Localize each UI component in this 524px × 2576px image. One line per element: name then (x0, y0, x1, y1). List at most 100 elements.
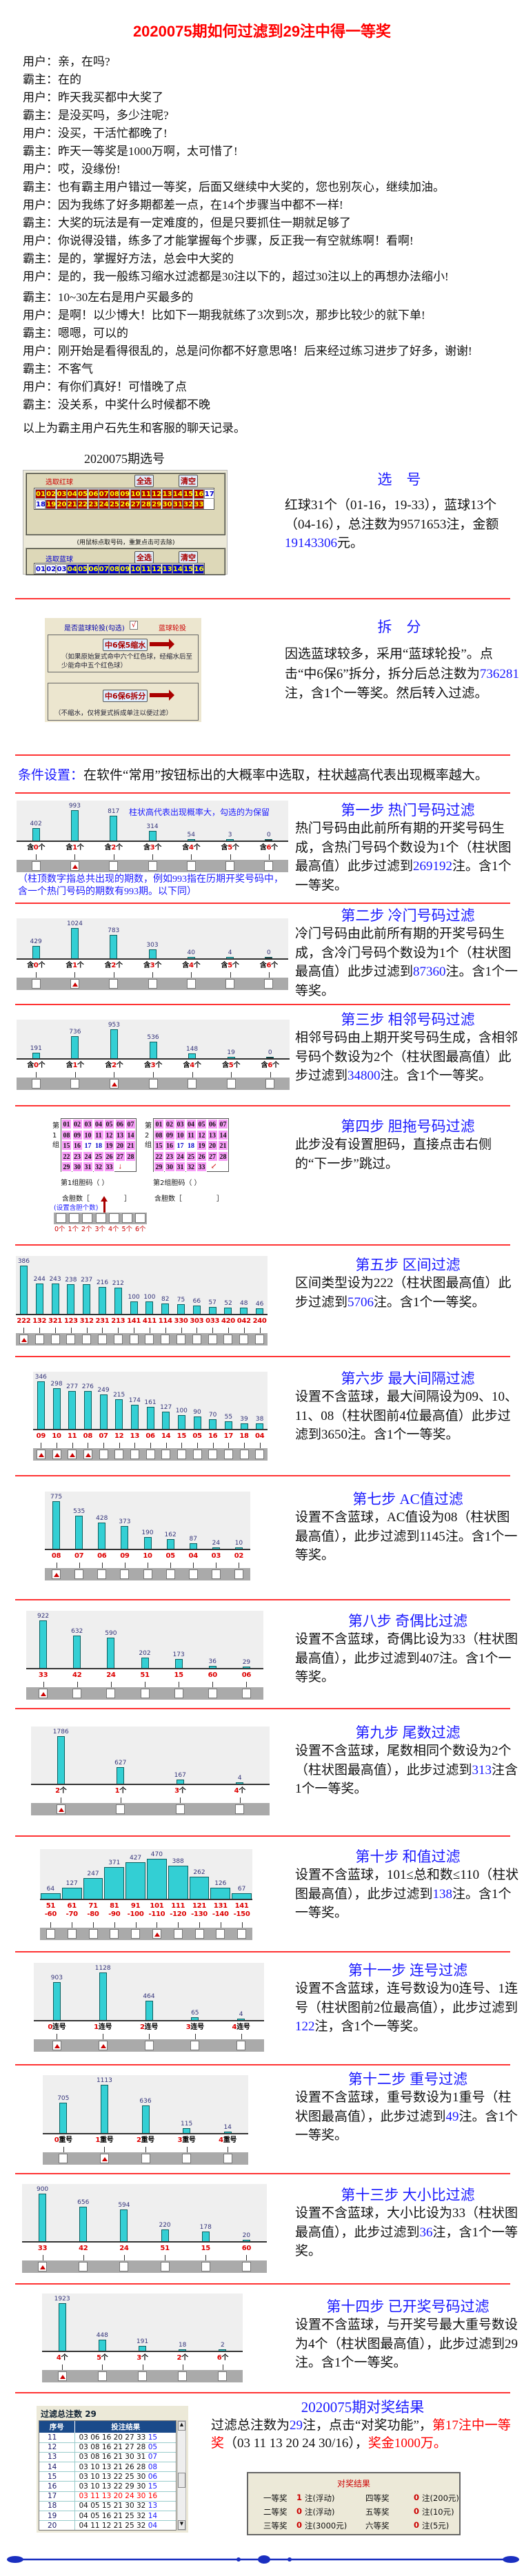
split-button[interactable]: 中6保6拆分 (103, 690, 148, 702)
filter-checkbox[interactable] (97, 1569, 107, 1579)
filter-checkbox[interactable] (67, 1929, 77, 1939)
result-row[interactable]: 11 03 06 16 20 27 33 15 (39, 2433, 176, 2443)
filter-checkbox[interactable] (109, 979, 119, 989)
filter-checkbox[interactable] (129, 1335, 139, 1344)
dan-number-23[interactable]: 23 (164, 1151, 175, 1162)
filter-checkbox[interactable] (57, 2371, 67, 2381)
col-header-result[interactable]: 投注结果 (111, 2422, 141, 2431)
filter-checkbox[interactable] (178, 2371, 188, 2381)
dan-number-20[interactable]: 20 (207, 1140, 218, 1151)
filter-checkbox[interactable] (56, 1804, 66, 1814)
red-ball-03[interactable]: 03 (56, 489, 67, 499)
blue-ball-14[interactable]: 14 (172, 564, 183, 574)
filter-checkbox[interactable] (223, 2154, 232, 2163)
filter-checkbox[interactable] (88, 1929, 98, 1939)
filter-checkbox[interactable] (113, 1335, 123, 1344)
result-row[interactable]: 17 03 11 13 20 24 30 16 (39, 2491, 176, 2502)
dan-number-22[interactable]: 22 (61, 1151, 72, 1162)
filter-checkbox[interactable] (52, 1450, 61, 1459)
filter-checkbox[interactable] (38, 2262, 48, 2271)
filter-checkbox[interactable] (192, 1335, 201, 1344)
red-ball-29[interactable]: 29 (151, 499, 162, 509)
blue-ball-04[interactable]: 04 (66, 564, 77, 574)
filter-checkbox[interactable] (182, 2154, 192, 2163)
red-ball-07[interactable]: 07 (98, 489, 109, 499)
filter-checkbox[interactable] (152, 1929, 161, 1939)
filter-checkbox[interactable] (82, 1335, 92, 1344)
filter-checkbox[interactable] (225, 979, 235, 989)
dan-number-14[interactable]: 14 (218, 1129, 228, 1140)
filter-checkbox[interactable] (223, 1450, 233, 1459)
filter-checkbox[interactable] (50, 1335, 60, 1344)
col-header-no[interactable]: 序号 (39, 2421, 75, 2433)
dan-number-31[interactable]: 31 (83, 1162, 93, 1172)
filter-checkbox[interactable] (99, 2154, 109, 2163)
filter-checkbox[interactable] (241, 2262, 251, 2271)
blue-ball-15[interactable]: 15 (183, 564, 194, 574)
filter-checkbox[interactable] (110, 1929, 119, 1939)
blue-clear-button[interactable]: 清空 (179, 551, 198, 564)
dan-count-field[interactable]: 含胆数［ ］ (154, 1195, 223, 1203)
shrink-button[interactable]: 中6保5缩水 (103, 639, 148, 651)
dan-number-30[interactable]: 30 (164, 1162, 175, 1172)
dan-number-26[interactable]: 26 (104, 1151, 114, 1162)
filter-checkbox[interactable] (190, 2041, 200, 2050)
dan-number-27[interactable]: 27 (207, 1151, 218, 1162)
result-row[interactable]: 18 04 05 15 21 30 32 13 (39, 2501, 176, 2511)
dan-number-21[interactable]: 21 (125, 1140, 136, 1151)
filter-checkbox[interactable] (131, 1929, 141, 1939)
dan-number-09[interactable]: 09 (72, 1129, 83, 1140)
red-ball-31[interactable]: 31 (172, 499, 183, 509)
filter-checkbox[interactable] (143, 1569, 152, 1579)
dan-number-22[interactable]: 22 (154, 1151, 164, 1162)
dan-number-09[interactable]: 09 (164, 1129, 175, 1140)
filter-checkbox[interactable] (52, 2041, 61, 2050)
filter-checkbox[interactable] (145, 1335, 154, 1344)
filter-checkbox[interactable] (31, 979, 41, 989)
filter-checkbox[interactable] (201, 2262, 210, 2271)
dan-number-29[interactable]: 29 (61, 1162, 72, 1172)
dan-count-field[interactable]: 含胆数［ ］ (62, 1195, 131, 1203)
red-ball-17[interactable]: 17 (203, 489, 214, 499)
filter-checkbox[interactable] (239, 1450, 249, 1459)
dan-number-28[interactable]: 28 (125, 1151, 136, 1162)
filter-checkbox[interactable] (173, 1929, 183, 1939)
dan-number-25[interactable]: 25 (185, 1151, 196, 1162)
filter-checkbox[interactable] (52, 1569, 61, 1579)
filter-checkbox[interactable] (174, 1689, 183, 1698)
red-ball-18[interactable]: 18 (35, 499, 46, 509)
dan-number-24[interactable]: 24 (83, 1151, 93, 1162)
filter-checkbox[interactable] (218, 2371, 228, 2381)
dan-number-33[interactable]: 33 (196, 1162, 207, 1172)
filter-checkbox[interactable] (74, 1569, 84, 1579)
filter-checkbox[interactable] (264, 861, 274, 871)
filter-checkbox[interactable] (177, 1335, 186, 1344)
red-ball-06[interactable]: 06 (88, 489, 99, 499)
dan-number-32[interactable]: 32 (185, 1162, 196, 1172)
dan-number-04[interactable]: 04 (93, 1119, 104, 1129)
dan-number-12[interactable]: 12 (104, 1129, 114, 1140)
dan-number-13[interactable]: 13 (114, 1129, 125, 1140)
dan-number-17[interactable]: 17 (175, 1140, 185, 1151)
filter-checkbox[interactable] (119, 2262, 129, 2271)
filter-checkbox[interactable] (31, 1079, 41, 1089)
dan-number-28[interactable]: 28 (218, 1151, 228, 1162)
dan-count-checkbox[interactable] (56, 1213, 66, 1223)
filter-checkbox[interactable] (208, 1450, 218, 1459)
dan-number-33[interactable]: 33 (104, 1162, 114, 1172)
filter-checkbox[interactable] (208, 1689, 217, 1698)
blue-ball-02[interactable]: 02 (46, 564, 57, 574)
red-ball-33[interactable]: 33 (193, 499, 204, 509)
filter-checkbox[interactable] (31, 861, 41, 871)
filter-checkbox[interactable] (59, 2154, 68, 2163)
filter-checkbox[interactable] (239, 1335, 249, 1344)
red-ball-04[interactable]: 04 (66, 489, 77, 499)
result-row[interactable]: 16 03 10 13 22 29 30 15 (39, 2481, 176, 2492)
filter-checkbox[interactable] (34, 1335, 44, 1344)
filter-checkbox[interactable] (99, 1450, 108, 1459)
dan-number-18[interactable]: 18 (185, 1140, 196, 1151)
scroll-down-icon[interactable]: ▼ (178, 2520, 185, 2530)
filter-checkbox[interactable] (145, 1450, 155, 1459)
filter-checkbox[interactable] (223, 1335, 233, 1344)
filter-checkbox[interactable] (161, 1450, 171, 1459)
